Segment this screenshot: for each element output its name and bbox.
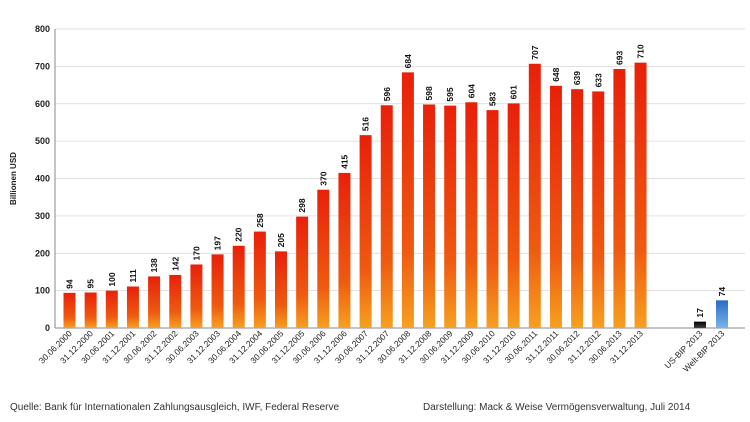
data-label: 595 xyxy=(445,87,455,101)
bar xyxy=(465,102,478,328)
data-label: 648 xyxy=(551,67,561,81)
y-tick-labels: 0 100 200 300 400 500 600 700 800 xyxy=(35,24,50,333)
y-tick-label: 100 xyxy=(35,286,50,296)
bar xyxy=(507,103,520,328)
data-label: 693 xyxy=(614,51,624,65)
data-label: 707 xyxy=(530,45,540,59)
bar xyxy=(571,89,584,328)
data-label: 138 xyxy=(149,258,159,272)
bar xyxy=(444,105,457,329)
bar xyxy=(634,62,647,328)
bar xyxy=(423,104,436,328)
bar xyxy=(338,172,351,328)
data-label: 100 xyxy=(107,272,117,286)
data-label: 516 xyxy=(361,117,371,131)
bar xyxy=(232,245,245,328)
data-label: 298 xyxy=(297,198,307,212)
bar xyxy=(148,276,161,328)
data-label: 710 xyxy=(636,44,646,58)
y-tick-label: 0 xyxy=(45,323,50,333)
y-tick-label: 600 xyxy=(35,99,50,109)
data-label: 220 xyxy=(234,227,244,241)
data-label: 142 xyxy=(170,256,180,270)
y-tick-label: 500 xyxy=(35,136,50,146)
bar xyxy=(211,254,224,328)
data-label: 604 xyxy=(466,84,476,98)
bar xyxy=(401,72,414,328)
y-tick-label: 200 xyxy=(35,248,50,258)
bar xyxy=(126,286,139,328)
x-tick-labels: 30.06.200031.12.200030.06.200131.12.2001… xyxy=(37,328,727,374)
bars xyxy=(63,62,728,329)
bar xyxy=(694,321,706,328)
bar xyxy=(716,300,728,328)
grid-lines xyxy=(55,28,745,292)
data-label: 633 xyxy=(593,73,603,87)
data-label: 583 xyxy=(488,92,498,106)
bar xyxy=(317,189,330,328)
y-axis-label: Billionen USD xyxy=(9,152,18,205)
data-label: 684 xyxy=(403,54,413,68)
data-label: 170 xyxy=(191,246,201,260)
bar xyxy=(253,231,266,328)
bar xyxy=(549,85,562,328)
bar xyxy=(84,292,97,328)
bar xyxy=(380,105,393,329)
data-label: 197 xyxy=(213,236,223,250)
data-label: 258 xyxy=(255,213,265,227)
bar xyxy=(63,292,76,328)
y-tick-label: 700 xyxy=(35,61,50,71)
data-label: 95 xyxy=(86,279,96,289)
source-note: Quelle: Bank für Internationalen Zahlung… xyxy=(10,402,340,413)
data-label: 370 xyxy=(318,171,328,185)
bar xyxy=(169,274,182,328)
data-label: 415 xyxy=(339,154,349,168)
bar xyxy=(359,135,372,328)
data-label: 17 xyxy=(695,308,705,318)
bar xyxy=(592,91,605,328)
bar xyxy=(296,216,309,328)
y-tick-label: 300 xyxy=(35,211,50,221)
bar xyxy=(528,63,541,328)
y-tick-label: 400 xyxy=(35,174,50,184)
bar xyxy=(613,68,626,329)
data-label: 639 xyxy=(572,71,582,85)
data-label: 74 xyxy=(717,287,727,297)
credit-note: Darstellung: Mack & Weise Vermögensverwa… xyxy=(423,402,691,413)
bar xyxy=(486,110,499,328)
bar xyxy=(105,290,118,328)
data-label: 596 xyxy=(382,87,392,101)
data-label: 601 xyxy=(509,85,519,99)
value-labels: 94 95 100 111 138 142 170 197 220 258 205 298 370 415… xyxy=(65,44,728,317)
bar xyxy=(190,264,203,328)
bar xyxy=(275,251,287,328)
y-tick-label: 800 xyxy=(35,24,50,34)
data-label: 94 xyxy=(65,279,75,289)
data-label: 205 xyxy=(276,233,286,247)
data-label: 111 xyxy=(128,269,138,283)
data-label: 598 xyxy=(424,86,434,100)
